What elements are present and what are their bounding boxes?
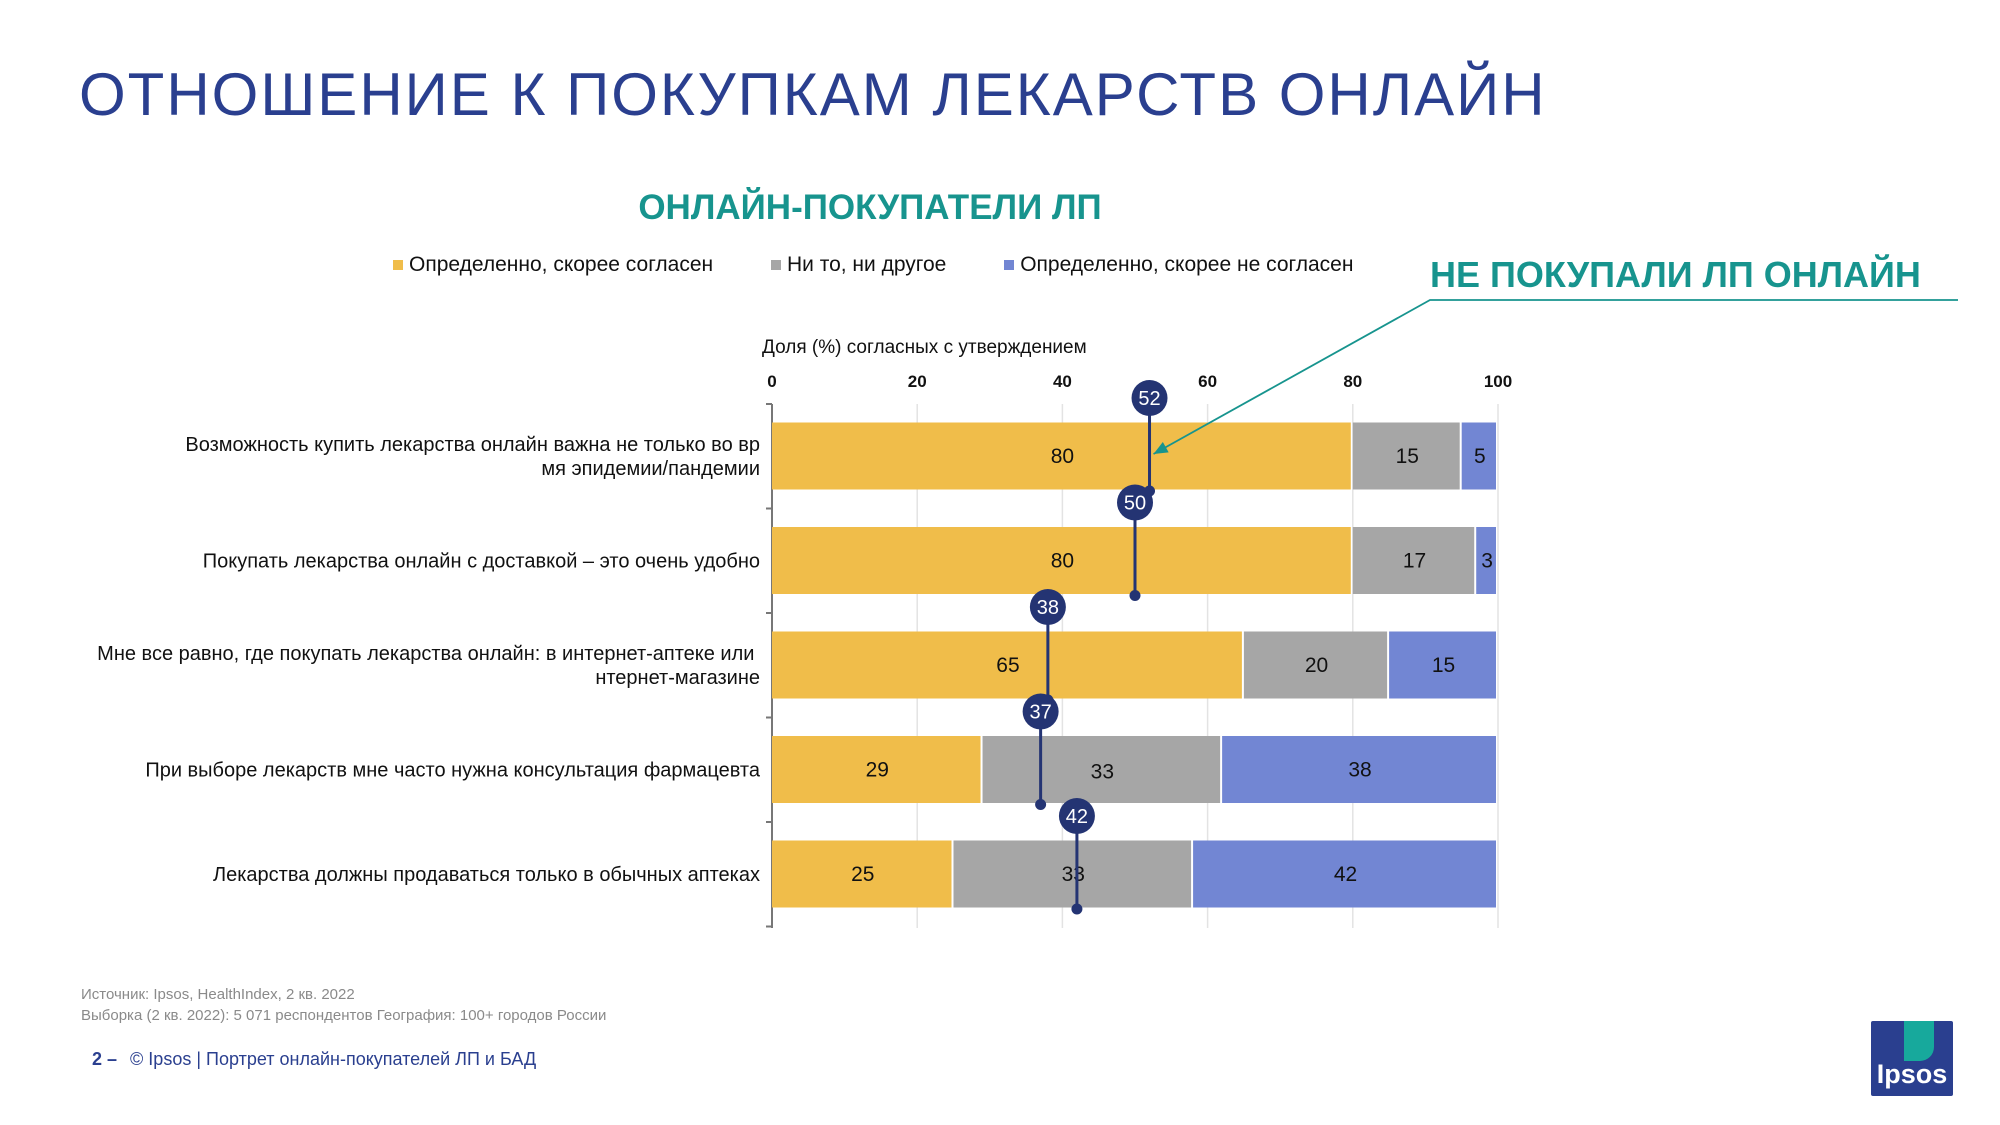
- bar-label-neutral: 33: [1062, 863, 1085, 886]
- overlay-value-label: 38: [1037, 597, 1059, 619]
- page-title: ОТНОШЕНИЕ К ПОКУПКАМ ЛЕКАРСТВ ОНЛАЙН: [79, 61, 1547, 128]
- bar-label-disagree: 38: [1348, 759, 1371, 782]
- bar-segment-disagree: [1476, 527, 1496, 594]
- overlay-dot: [1071, 903, 1083, 915]
- bar-segment-neutral: [1243, 631, 1388, 699]
- x-tick-label: 20: [908, 372, 927, 391]
- bar-label-disagree: 5: [1474, 445, 1486, 468]
- legend-swatch-agree: [393, 260, 403, 270]
- bar-segment-neutral: [982, 736, 1221, 803]
- overlay-marker: [1058, 798, 1095, 834]
- bar-segment-disagree: [1389, 631, 1496, 699]
- x-tick-label: 100: [1484, 372, 1512, 391]
- footer-text: © Ipsos | Портрет онлайн-покупателей ЛП …: [130, 1049, 537, 1069]
- bar-label-agree: 80: [1051, 445, 1074, 468]
- overlay-marker: [1029, 589, 1066, 625]
- callout-title: НЕ ПОКУПАЛИ ЛП ОНЛАЙН: [1430, 254, 1921, 295]
- x-axis-title: Доля (%) согласных с утверждением: [762, 337, 1087, 358]
- legend-label-neutral: Ни то, ни другое: [786, 253, 947, 276]
- chart-legend: Определенно, скорее согласен Ни то, ни д…: [393, 252, 1353, 277]
- page-number: 2 –: [92, 1049, 118, 1069]
- chart-subtitle: ОНЛАЙН-ПОКУПАТЕЛИ ЛП: [638, 188, 1102, 227]
- legend-item-neutral: Ни то, ни другое: [770, 253, 947, 277]
- legend-swatch-disagree: [1004, 260, 1015, 270]
- x-tick-label: 80: [1343, 372, 1362, 391]
- x-tick-label: 60: [1198, 372, 1217, 391]
- overlay-value-label: 52: [1138, 388, 1160, 410]
- callout-leader-line: [1153, 299, 1958, 455]
- category-label: Лекарства должны продаваться только в об…: [213, 864, 760, 886]
- bar-label-agree: 80: [1051, 550, 1074, 573]
- logo-text: Ipsos: [1876, 1059, 1948, 1089]
- bar-segment-agree: [772, 631, 1242, 699]
- callout-arrowhead: [1153, 441, 1169, 454]
- bar-segment-neutral: [953, 840, 1192, 908]
- overlay-value-label: 50: [1124, 493, 1146, 515]
- bar-label-agree: 29: [866, 759, 889, 782]
- overlay-dot: [1035, 799, 1047, 810]
- bar-segment-disagree: [1193, 840, 1496, 908]
- bar-segment-agree: [772, 527, 1351, 594]
- legend-item-disagree: Определенно, скорее не согласен: [1004, 253, 1353, 277]
- overlay-value-label: 37: [1029, 702, 1051, 724]
- overlay-marker: [1022, 693, 1059, 730]
- bar-segment-neutral: [1352, 527, 1475, 594]
- bar-label-disagree: 42: [1334, 863, 1357, 886]
- bar-segment-agree: [772, 840, 952, 908]
- category-label: Мне все равно, где покупать лекарства он…: [97, 643, 760, 689]
- bar-label-agree: 65: [996, 654, 1019, 677]
- bar-segment-agree: [772, 736, 981, 803]
- logo-accent: [1904, 1021, 1934, 1061]
- legend-label-agree: Определенно, скорее согласен: [409, 253, 714, 276]
- x-tick-label: 0: [767, 372, 776, 391]
- category-label: При выборе лекарств мне часто нужна конс…: [145, 760, 761, 782]
- footer-bar: 2 – © Ipsos | Портрет онлайн-покупателей…: [92, 1049, 536, 1070]
- bar-label-disagree: 15: [1432, 654, 1455, 677]
- overlay-value-label: 42: [1066, 806, 1088, 828]
- bar-label-neutral: 17: [1403, 550, 1426, 573]
- x-tick-label: 40: [1053, 372, 1072, 391]
- bar-label-neutral: 15: [1396, 445, 1419, 468]
- legend-swatch-neutral: [770, 260, 781, 270]
- category-label: Возможность купить лекарства онлайн важн…: [185, 434, 760, 480]
- bar-label-agree: 25: [851, 863, 874, 886]
- bar-label-disagree: 3: [1481, 550, 1493, 573]
- bar-segment-agree: [772, 422, 1351, 490]
- footer-source: Источник: Ipsos, HealthIndex, 2 кв. 2022…: [81, 984, 606, 1026]
- bar-segment-neutral: [1352, 422, 1460, 490]
- footer-sample-line: Выборка (2 кв. 2022): 5 071 респондентов…: [81, 1007, 607, 1024]
- bar-segment-disagree: [1222, 736, 1496, 803]
- overlay-dot: [1129, 590, 1141, 601]
- bar-segment-disagree: [1461, 422, 1496, 490]
- overlay-marker: [1117, 484, 1153, 521]
- bar-label-neutral: 33: [1091, 761, 1114, 784]
- overlay-marker: [1131, 380, 1168, 416]
- footer-source-line: Источник: Ipsos, HealthIndex, 2 кв. 2022: [81, 986, 355, 1003]
- ipsos-logo: Ipsos: [1871, 1021, 1953, 1096]
- bar-label-neutral: 20: [1305, 654, 1328, 677]
- legend-label-disagree: Определенно, скорее не согласен: [1020, 253, 1354, 276]
- category-label: Покупать лекарства онлайн с доставкой – …: [203, 551, 760, 573]
- legend-item-agree: Определенно, скорее согласен: [393, 253, 713, 277]
